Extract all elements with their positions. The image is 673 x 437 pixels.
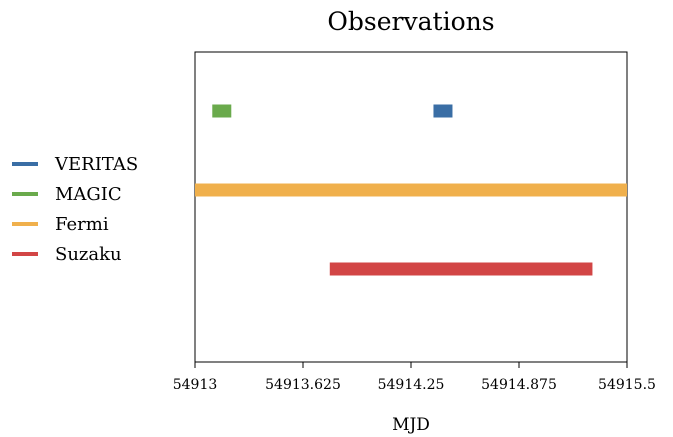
- plot-area: [194, 51, 628, 363]
- legend-item-veritas: VERITAS: [12, 154, 138, 175]
- bar-veritas: [433, 104, 453, 118]
- legend-item-magic: MAGIC: [12, 184, 122, 205]
- x-tick-label: 54914.25: [378, 377, 445, 393]
- legend: VERITAS MAGIC Fermi Suzaku: [12, 154, 138, 265]
- legend-item-suzaku: Suzaku: [12, 244, 122, 265]
- bar-magic: [212, 104, 232, 118]
- bar-fermi: [195, 183, 627, 197]
- legend-label: Suzaku: [55, 244, 122, 265]
- x-tick-label: 54913.625: [265, 377, 341, 393]
- legend-label: Fermi: [55, 214, 109, 235]
- x-tick-label: 54914.875: [481, 377, 557, 393]
- bars-group: [195, 104, 627, 276]
- x-tick-label: 54913: [173, 377, 218, 393]
- legend-label: VERITAS: [54, 154, 138, 175]
- legend-item-fermi: Fermi: [12, 214, 109, 235]
- chart-title: Observations: [327, 7, 494, 36]
- x-axis-ticks: 54913 54913.625 54914.25 54914.875 54915.5: [173, 362, 656, 393]
- x-tick-label: 54915.5: [598, 377, 656, 393]
- x-axis-label: MJD: [392, 415, 430, 435]
- legend-label: MAGIC: [55, 184, 122, 205]
- bar-suzaku: [329, 262, 593, 276]
